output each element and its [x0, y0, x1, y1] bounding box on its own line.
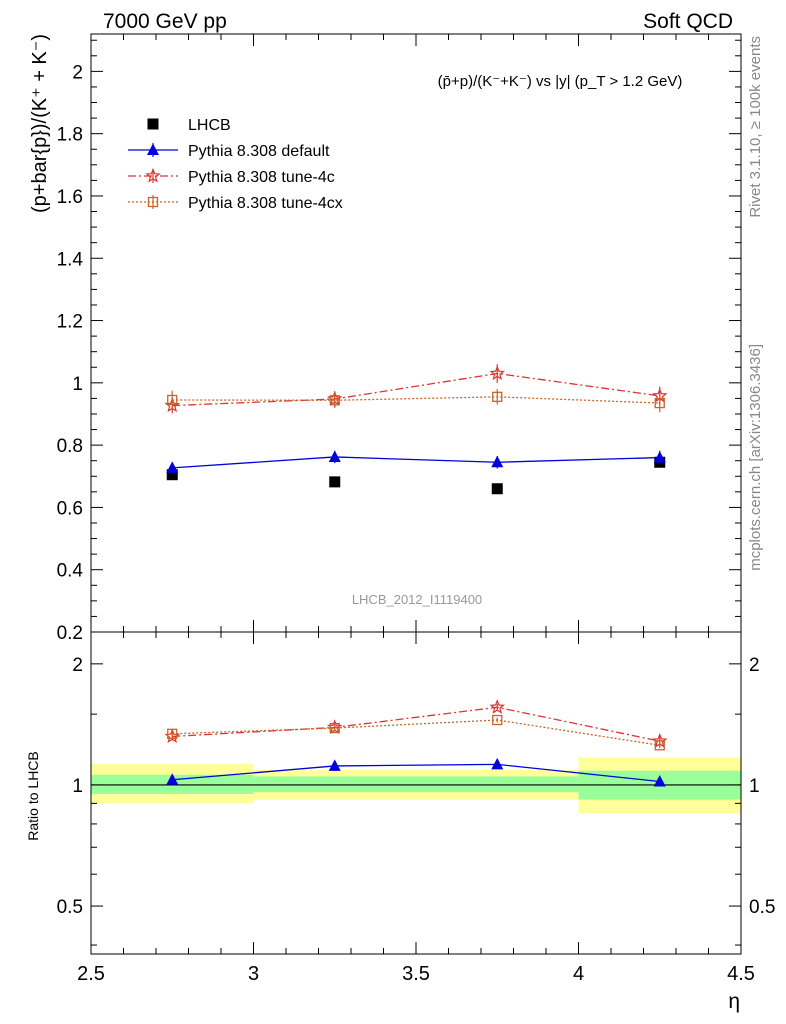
- y-tick-label: 0.8: [57, 436, 83, 457]
- legend-marker: [147, 196, 159, 208]
- source-label: mcplots.cern.ch [arXiv:1306.3436]: [747, 344, 764, 571]
- data-point: [166, 469, 178, 481]
- legend: LHCB Pythia 8.308 default Pythia 8.308 tun…: [128, 117, 343, 212]
- x-tick-label: 4.5: [727, 963, 755, 985]
- ratio-data-point: [491, 757, 504, 770]
- data-point: [167, 394, 178, 406]
- y-tick-label: 1.6: [57, 187, 83, 208]
- data-point: [491, 483, 503, 495]
- legend-marker: [147, 143, 159, 155]
- ratio-y-axis-label: Ratio to LHCB: [25, 751, 41, 840]
- data-point: [166, 461, 179, 473]
- x-tick-label: 3.5: [402, 963, 430, 985]
- ratio-series-1: [164, 699, 668, 748]
- data-point: [653, 451, 666, 463]
- x-axis-label: η: [728, 990, 740, 1013]
- y-axis-label: (p+bar{p})/(K⁺ + K⁻): [29, 34, 51, 213]
- series-2: [164, 364, 668, 414]
- x-tick-label: 2.5: [77, 963, 105, 985]
- data-point: [489, 365, 506, 381]
- main-plot: 0.2 0.4 0.6 0.8 1 1.2 1.4 1.6 1.8 2: [57, 33, 742, 644]
- y-tick-label: 2: [72, 62, 83, 83]
- ratio-series-2: [167, 714, 665, 751]
- uncertainty-band-inner: [253, 776, 416, 793]
- legend-label: Pythia 8.308 default: [188, 143, 330, 160]
- uncertainty-band-inner: [416, 776, 579, 793]
- ratio-data-point: [329, 722, 340, 734]
- ratio-y-tick-label-right: 0.5: [749, 897, 775, 918]
- x-tick-label: 3: [248, 963, 259, 985]
- ratio-data-point: [166, 773, 179, 785]
- series-line: [172, 456, 660, 469]
- ratio-data-point: [167, 728, 178, 739]
- data-point: [654, 397, 665, 409]
- ratio-y-tick-label-right: 2: [749, 655, 760, 676]
- data-point: [329, 476, 341, 488]
- y-tick-label: 1.2: [57, 312, 83, 333]
- header-right: Soft QCD: [643, 10, 733, 33]
- legend-marker: [147, 118, 159, 130]
- data-point: [328, 450, 341, 462]
- x-tick-label: 4: [573, 963, 584, 985]
- legend-label: Pythia 8.308 tune-4c: [188, 169, 335, 186]
- ratio-data-point: [489, 699, 506, 714]
- ratio-series-line: [172, 706, 660, 742]
- rivet-label: Rivet 3.1.10, ≥ 100k events: [747, 36, 764, 218]
- data-point: [329, 395, 340, 406]
- ratio-series-line: [172, 763, 660, 783]
- ratio-plot: 0.5 0.5 1 1 2 2 2.5 3 3.5 4 4.5: [57, 631, 775, 985]
- ratio-series-0: [166, 757, 666, 787]
- y-tick-label: 0.6: [57, 498, 83, 519]
- legend-label: Pythia 8.308 tune-4cx: [188, 195, 343, 212]
- data-point: [492, 391, 503, 402]
- ratio-series-line: [172, 719, 660, 746]
- series-line: [172, 396, 660, 404]
- series-3: [167, 389, 665, 413]
- analysis-watermark: LHCB_2012_I1119400: [352, 592, 482, 607]
- series-line: [172, 372, 660, 407]
- chart-title: (p̄+p)/(K⁻+K⁻) vs |y| (p_T > 1.2 GeV): [438, 73, 683, 90]
- y-tick-label: 1: [72, 374, 83, 395]
- data-point: [491, 455, 504, 468]
- ratio-data-point: [492, 714, 503, 726]
- series-0: [166, 456, 666, 495]
- header-left: 7000 GeV pp: [103, 10, 227, 33]
- y-tick-label: 1.8: [57, 125, 83, 146]
- ratio-data-point: [328, 759, 341, 771]
- y-tick-label: 0.2: [57, 623, 83, 644]
- ratio-y-tick-label: 2: [72, 655, 83, 676]
- legend-label: LHCB: [188, 117, 231, 134]
- ratio-data-point: [653, 774, 666, 787]
- y-tick-label: 1.4: [57, 249, 84, 270]
- ratio-data-point: [654, 740, 665, 751]
- series-1: [166, 450, 666, 474]
- y-tick-label: 0.4: [57, 561, 84, 582]
- ratio-y-tick-label: 1: [72, 776, 83, 797]
- legend-marker: [145, 167, 161, 183]
- ratio-y-tick-label: 0.5: [57, 897, 83, 918]
- ratio-y-tick-label-right: 1: [749, 776, 760, 797]
